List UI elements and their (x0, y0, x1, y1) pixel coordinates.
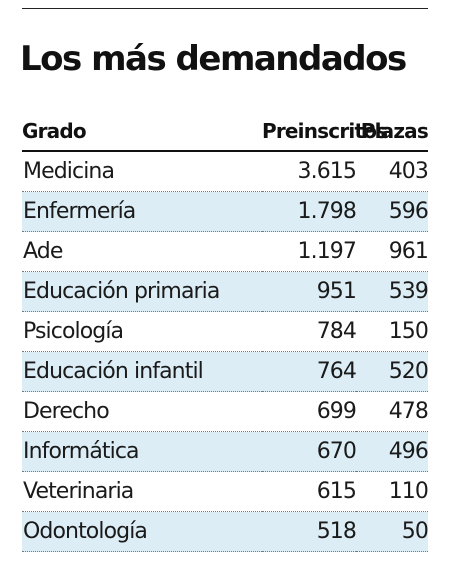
cell-grado: Enfermería (22, 191, 262, 232)
cell-preinscritos: 764 (262, 351, 357, 392)
table-row: Medicina 3.615 403 (22, 151, 429, 192)
cell-plazas: 496 (356, 431, 429, 472)
cell-plazas: 403 (356, 151, 429, 192)
cell-preinscritos: 3.615 (262, 151, 357, 192)
table-row: Educación primaria 951 539 (22, 271, 429, 312)
cell-preinscritos: 1.197 (262, 231, 357, 272)
demand-table: Grado Preinscritos Plazas Medicina 3.615 4… (22, 111, 429, 552)
cell-preinscritos: 784 (262, 311, 357, 352)
cell-grado: Educación primaria (22, 271, 262, 312)
table-body: Medicina 3.615 403 Enfermería 1.798 596 Ade 1.1… (22, 151, 429, 552)
column-header-preinscritos: Preinscritos (262, 111, 388, 152)
cell-grado: Odontología (22, 511, 262, 552)
top-rule (22, 8, 428, 9)
header-row: Grado Preinscritos Plazas (22, 111, 429, 152)
cell-grado: Informática (22, 431, 262, 472)
column-header-grado: Grado (22, 111, 262, 152)
cell-plazas: 596 (356, 191, 429, 232)
table-row: Veterinaria 615 110 (22, 471, 429, 512)
cell-preinscritos: 951 (262, 271, 357, 312)
cell-preinscritos: 615 (262, 471, 357, 512)
table-row: Informática 670 496 (22, 431, 429, 472)
cell-grado: Veterinaria (22, 471, 262, 512)
cell-plazas: 50 (356, 511, 429, 552)
cell-preinscritos: 518 (262, 511, 357, 552)
cell-plazas: 539 (356, 271, 429, 312)
table-row: Educación infantil 764 520 (22, 351, 429, 392)
cell-preinscritos: 699 (262, 391, 357, 432)
cell-grado: Derecho (22, 391, 262, 432)
cell-preinscritos: 1.798 (262, 191, 357, 232)
cell-plazas: 961 (356, 231, 429, 272)
table-row: Odontología 518 50 (22, 511, 429, 552)
cell-plazas: 110 (356, 471, 429, 512)
table-row: Derecho 699 478 (22, 391, 429, 432)
cell-grado: Educación infantil (22, 351, 262, 392)
cell-preinscritos: 670 (262, 431, 357, 472)
cell-plazas: 478 (356, 391, 429, 432)
cell-plazas: 520 (356, 351, 429, 392)
table-row: Ade 1.197 961 (22, 231, 429, 272)
table-row: Enfermería 1.798 596 (22, 191, 429, 232)
table-header: Grado Preinscritos Plazas (22, 111, 429, 152)
table-row: Psicología 784 150 (22, 311, 429, 352)
chart-title: Los más demandados (20, 39, 407, 79)
cell-plazas: 150 (356, 311, 429, 352)
column-header-plazas: Plazas (356, 111, 429, 152)
cell-grado: Psicología (22, 311, 262, 352)
cell-grado: Ade (22, 231, 262, 272)
cell-grado: Medicina (22, 151, 262, 192)
